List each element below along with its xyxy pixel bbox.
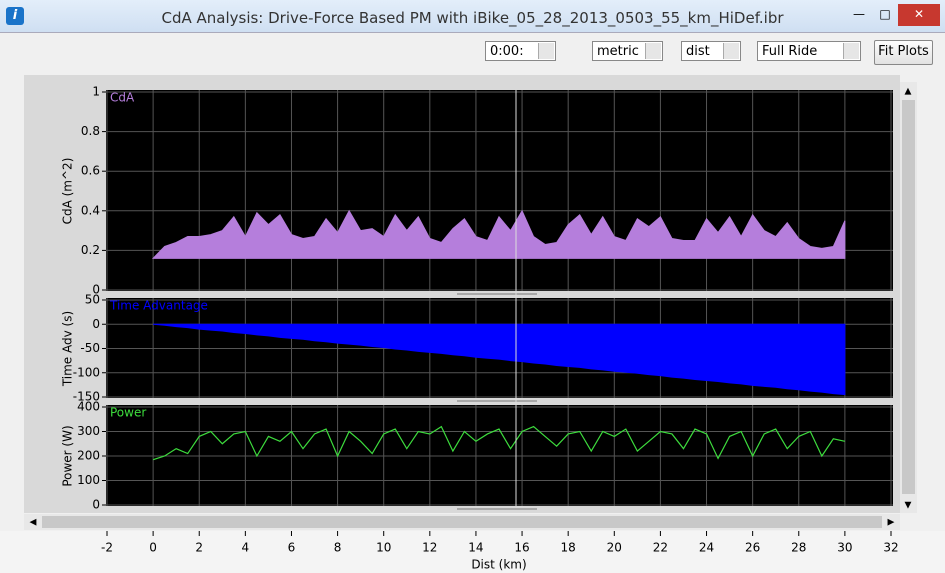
x-tick-label: 4 bbox=[242, 541, 250, 555]
toolbar: 0:00: metric dist Full Ride Fit Plots bbox=[0, 33, 945, 71]
x-tick-label: 18 bbox=[561, 541, 576, 555]
y-tick-label: 0.4 bbox=[81, 203, 100, 217]
x-tick-label: 14 bbox=[468, 541, 483, 555]
panel-title: Time Advantage bbox=[109, 299, 208, 313]
x-tick-label: 12 bbox=[422, 541, 437, 555]
x-axis-strip bbox=[0, 531, 945, 573]
plot-panel bbox=[106, 90, 893, 291]
panel-title: Power bbox=[110, 406, 146, 420]
x-tick-label: 6 bbox=[288, 541, 296, 555]
y-tick-label: 400 bbox=[77, 400, 100, 414]
y-tick-label: 0.2 bbox=[81, 243, 100, 257]
area bbox=[153, 323, 846, 396]
y-tick-label: 100 bbox=[77, 473, 100, 487]
x-tick-label: 0 bbox=[149, 541, 157, 555]
y-tick-label: -150 bbox=[73, 390, 100, 404]
x-tick-label: 22 bbox=[653, 541, 668, 555]
y-tick-label: 300 bbox=[77, 424, 100, 438]
x-tick-label: 28 bbox=[791, 541, 806, 555]
y-tick-label: 200 bbox=[77, 449, 100, 463]
x-tick-label: -2 bbox=[101, 541, 113, 555]
y-tick-label: 1 bbox=[92, 85, 100, 99]
minimize-button[interactable]: — bbox=[853, 7, 865, 21]
y-axis-label: CdA (m^2) bbox=[61, 158, 75, 225]
y-tick-label: 0 bbox=[92, 317, 100, 331]
x-tick-label: 24 bbox=[699, 541, 714, 555]
y-axis-label: Time Adv (s) bbox=[61, 311, 75, 387]
fit-plots-button[interactable]: Fit Plots bbox=[874, 40, 933, 65]
time-dropdown[interactable]: 0:00: bbox=[485, 41, 556, 61]
window-title: CdA Analysis: Drive-Force Based PM with … bbox=[161, 9, 784, 27]
x-tick-label: 20 bbox=[607, 541, 622, 555]
y-axis-label: Power (W) bbox=[61, 425, 75, 486]
app-icon: i bbox=[6, 7, 24, 25]
y-tick-label: 0.6 bbox=[81, 164, 100, 178]
horizontal-scroll-thumb[interactable] bbox=[42, 516, 882, 528]
units-dropdown[interactable]: metric bbox=[592, 41, 663, 61]
range-dropdown[interactable]: Full Ride bbox=[757, 41, 861, 61]
y-tick-label: -50 bbox=[80, 341, 100, 355]
line bbox=[152, 425, 846, 461]
area bbox=[151, 209, 846, 259]
y-tick-label: -100 bbox=[73, 365, 100, 379]
close-button[interactable]: ✕ bbox=[898, 4, 940, 26]
scroll-left[interactable]: ◀ bbox=[30, 518, 37, 528]
x-tick-label: 8 bbox=[334, 541, 342, 555]
y-tick-label: 50 bbox=[85, 293, 100, 307]
title-bar: i CdA Analysis: Drive-Force Based PM wit… bbox=[0, 0, 945, 33]
vertical-scroll-thumb[interactable] bbox=[902, 100, 915, 494]
x-tick-label: 32 bbox=[883, 541, 898, 555]
scroll-up[interactable]: ▲ bbox=[905, 87, 912, 97]
y-tick-label: 0 bbox=[92, 498, 100, 512]
scroll-right[interactable]: ▶ bbox=[888, 518, 895, 528]
x-tick-label: 16 bbox=[514, 541, 529, 555]
x-axis-label: Dist (km) bbox=[471, 558, 526, 572]
x-mode-dropdown[interactable]: dist bbox=[681, 41, 741, 61]
scroll-down[interactable]: ▼ bbox=[905, 501, 912, 511]
panel-title: CdA bbox=[110, 91, 135, 105]
y-tick-label: 0.8 bbox=[81, 124, 100, 138]
x-tick-label: 26 bbox=[745, 541, 760, 555]
y-tick-label: 0 bbox=[92, 283, 100, 297]
x-tick-label: 2 bbox=[195, 541, 203, 555]
x-tick-label: 30 bbox=[837, 541, 852, 555]
x-tick-label: 10 bbox=[376, 541, 391, 555]
maximize-button[interactable]: □ bbox=[879, 7, 891, 21]
